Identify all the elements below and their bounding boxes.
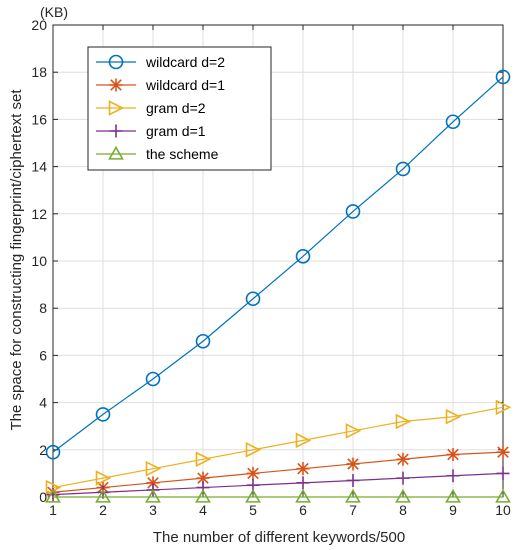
data-point [395, 413, 412, 430]
legend-item: wildcard d=2 [96, 54, 225, 70]
data-point [295, 488, 311, 503]
data-point [446, 469, 460, 483]
x-tick-label: 8 [399, 502, 407, 518]
legend: wildcard d=2 wildcard d=1 gram d=2 gram d=1… [87, 46, 272, 171]
series-wildcard-d-1 [46, 445, 510, 499]
y-tick-label: 8 [39, 300, 47, 316]
legend-marker [108, 100, 125, 116]
legend-label: wildcard d=1 [145, 77, 225, 93]
data-point [445, 488, 461, 503]
data-point [346, 473, 360, 487]
series-the-scheme [45, 488, 511, 503]
y-tick-label: 14 [31, 159, 47, 175]
data-point [95, 488, 111, 503]
data-point [495, 399, 512, 416]
series-line [52, 406, 504, 489]
x-tick-label: 9 [449, 502, 457, 518]
legend-item: gram d=2 [96, 100, 206, 116]
legend-item: gram d=1 [96, 123, 206, 139]
data-point [446, 448, 460, 462]
x-tick-label: 10 [495, 502, 511, 518]
legend-label: the scheme [146, 146, 219, 162]
data-point [296, 476, 310, 490]
data-point [195, 488, 211, 503]
legend-item: the scheme [96, 145, 219, 162]
data-point [295, 248, 311, 264]
x-axis-label: The number of different keywords/500 [153, 529, 405, 546]
data-point [145, 488, 161, 503]
data-point [295, 432, 312, 449]
data-point [95, 470, 112, 486]
legend-label: wildcard d=2 [145, 54, 225, 70]
series-wildcard-d-2 [45, 69, 511, 460]
data-point [445, 114, 461, 130]
data-point [396, 452, 410, 466]
data-point [495, 69, 511, 85]
legend-marker [109, 78, 123, 92]
data-point [245, 488, 261, 503]
legend-marker [108, 54, 124, 70]
data-point [145, 371, 161, 387]
data-point [195, 451, 212, 468]
legend-marker [109, 124, 123, 138]
y-tick-label: 16 [31, 111, 47, 127]
series-line [52, 76, 504, 453]
y-tick-label: 0 [39, 489, 47, 505]
data-point [445, 408, 462, 425]
y-tick-label: 4 [39, 395, 47, 411]
data-point [395, 488, 411, 503]
series-gram-d-2 [45, 399, 512, 496]
data-point [95, 407, 111, 422]
legend-label: gram d=1 [146, 123, 206, 139]
data-point [196, 471, 210, 485]
data-point [345, 488, 361, 503]
data-point [145, 460, 162, 477]
x-tick-label: 7 [349, 502, 357, 518]
plot-series [45, 69, 512, 503]
y-tick-label: 2 [39, 442, 47, 458]
y-tick-label: 20 [31, 17, 47, 33]
data-point [395, 161, 411, 177]
data-point [245, 442, 262, 458]
data-point [296, 462, 310, 476]
data-point [45, 444, 61, 460]
x-tick-label: 4 [199, 502, 207, 518]
data-point [345, 204, 361, 219]
x-tick-label: 3 [149, 502, 157, 518]
data-point [246, 466, 260, 480]
data-point [45, 488, 61, 503]
x-tick-label: 5 [249, 502, 257, 518]
data-point [195, 333, 211, 349]
data-point [496, 445, 510, 459]
data-point [396, 471, 410, 485]
data-point [245, 291, 261, 307]
y-tick-label: 18 [31, 64, 47, 80]
data-point [345, 423, 362, 439]
y-axis-label: The space for constructing fingerprint/c… [8, 89, 25, 431]
y-tick-label: 10 [31, 253, 47, 269]
series-gram-d-1 [46, 466, 510, 502]
legend-marker [108, 145, 124, 160]
data-point [495, 488, 511, 503]
y-tick-label: 12 [31, 206, 47, 222]
y-tick-label: 6 [39, 347, 47, 363]
y-unit-label: (KB) [40, 4, 68, 20]
x-tick-label: 1 [49, 502, 57, 518]
legend-item: wildcard d=1 [96, 77, 225, 93]
x-tick-label: 2 [99, 502, 107, 518]
legend-label: gram d=2 [146, 100, 206, 116]
data-point [496, 466, 510, 480]
x-tick-label: 6 [299, 502, 307, 518]
series-line [52, 451, 504, 493]
data-point [346, 457, 360, 471]
data-point [146, 476, 160, 490]
series-line [52, 472, 504, 496]
